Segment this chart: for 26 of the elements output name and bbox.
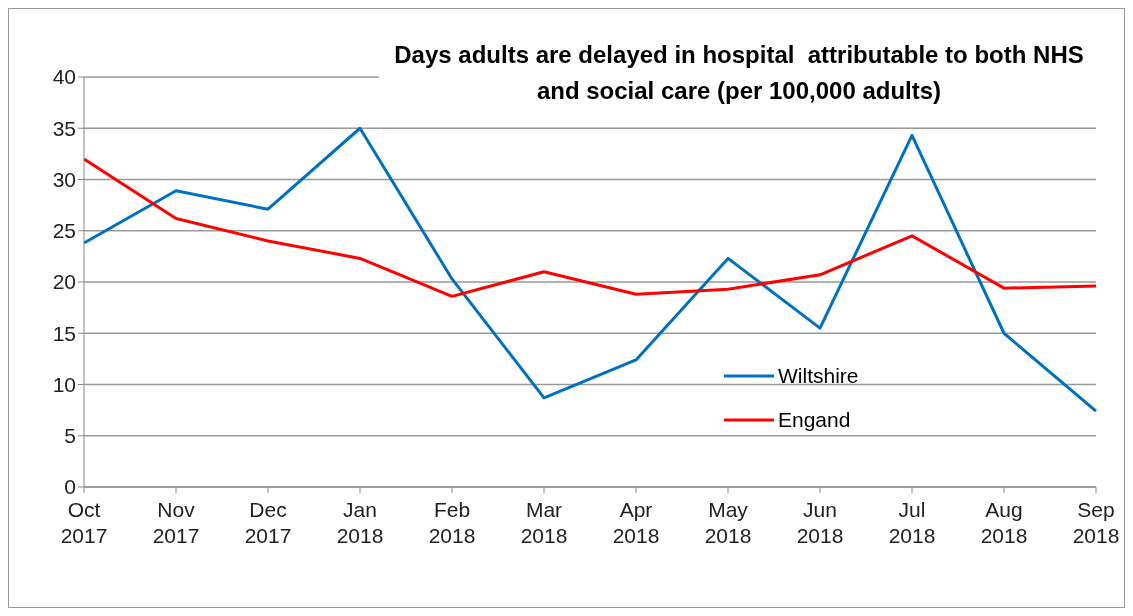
x-tick-label: Aug 2018	[980, 498, 1028, 547]
x-tick-label: Apr 2018	[612, 498, 660, 547]
x-tick-label: Sep 2018	[1072, 498, 1120, 547]
line-series	[82, 157, 1098, 298]
y-tick-label: 40	[52, 65, 76, 89]
x-tick-label: Mar 2018	[520, 498, 568, 547]
x-tick-label: Jul 2018	[888, 498, 936, 547]
x-tick-label: Jan 2018	[336, 498, 384, 547]
y-tick-label: 10	[52, 372, 76, 396]
y-tick-label: 20	[52, 270, 76, 294]
chart-title: Days adults are delayed in hospital attributable to both NHS and social care (per 100,000 adults)	[379, 37, 1099, 109]
x-tick-label: Oct 2017	[60, 498, 108, 547]
y-tick-label: 30	[52, 167, 76, 191]
y-tick-label: 5	[64, 424, 76, 448]
x-tick-label: Dec 2017	[244, 498, 292, 547]
y-tick-label: 15	[52, 321, 76, 345]
x-tick-label: May 2018	[704, 498, 752, 547]
line-series	[82, 126, 1098, 413]
x-tick-label: Feb 2018	[428, 498, 476, 547]
legend-label: Engand	[778, 408, 851, 432]
x-tick-label: Nov 2017	[152, 498, 200, 547]
x-tick-label: Jun 2018	[796, 498, 844, 547]
legend-label: Wiltshire	[778, 364, 859, 388]
y-tick-label: 0	[64, 475, 76, 499]
y-tick-label: 25	[52, 219, 76, 243]
y-tick-label: 35	[52, 116, 76, 140]
